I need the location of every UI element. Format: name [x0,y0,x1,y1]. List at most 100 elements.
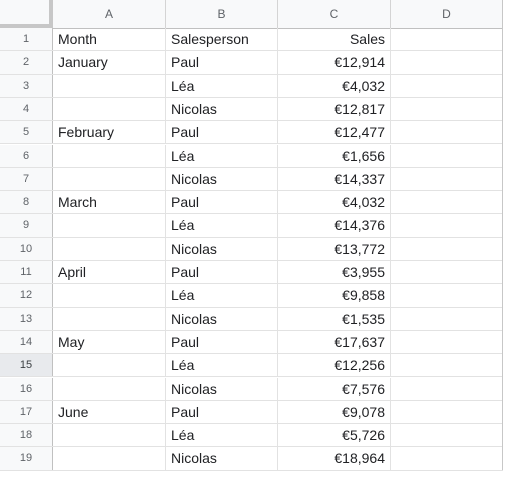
cell-c[interactable]: €12,817 [278,97,391,121]
row-header[interactable]: 3 [0,74,53,97]
cell-b[interactable]: Paul [166,51,278,74]
select-all-corner[interactable] [0,0,53,28]
cell-a[interactable]: Month [53,28,166,51]
cell-b[interactable]: Paul [166,191,278,214]
cell-b[interactable]: Nicolas [166,167,278,191]
cell-b[interactable]: Paul [166,261,278,284]
cell-c[interactable]: €1,656 [278,144,391,167]
cell-a[interactable] [53,284,166,307]
cell-a[interactable] [53,214,166,237]
cell-a[interactable] [53,424,166,447]
cell-b[interactable]: Paul [166,400,278,424]
cell-a[interactable] [53,237,166,260]
cell-d[interactable] [391,354,503,377]
row-header[interactable]: 2 [0,51,53,74]
cell-b[interactable]: Léa [166,424,278,447]
cell-d[interactable] [391,377,503,400]
cell-c[interactable]: €4,032 [278,74,391,97]
cell-b[interactable]: Nicolas [166,97,278,121]
cell-a[interactable] [53,144,166,167]
column-header-c[interactable]: C [278,0,391,28]
cell-a[interactable] [53,307,166,330]
row-header[interactable]: 19 [0,447,53,470]
cell-b[interactable]: Léa [166,284,278,307]
row-header[interactable]: 16 [0,377,53,400]
cell-d[interactable] [391,214,503,237]
row-header[interactable]: 6 [0,144,53,167]
cell-b[interactable]: Léa [166,354,278,377]
row-header[interactable]: 8 [0,191,53,214]
cell-b[interactable]: Nicolas [166,307,278,330]
cell-b[interactable]: Léa [166,144,278,167]
cell-c[interactable]: €4,032 [278,191,391,214]
row-header[interactable]: 4 [0,97,53,121]
cell-b[interactable]: Paul [166,121,278,144]
cell-d[interactable] [391,167,503,191]
cell-b[interactable]: Paul [166,330,278,354]
cell-c[interactable]: €9,858 [278,284,391,307]
cell-a[interactable] [53,354,166,377]
column-header-b[interactable]: B [166,0,278,28]
row-header[interactable]: 12 [0,284,53,307]
cell-c[interactable]: €1,535 [278,307,391,330]
cell-a[interactable] [53,97,166,121]
cell-c[interactable]: €17,637 [278,330,391,354]
cell-d[interactable] [391,191,503,214]
cell-b[interactable]: Nicolas [166,237,278,260]
cell-b[interactable]: Léa [166,214,278,237]
cell-d[interactable] [391,97,503,121]
cell-a[interactable]: February [53,121,166,144]
cell-d[interactable] [391,400,503,424]
cell-c[interactable]: €5,726 [278,424,391,447]
row-header[interactable]: 10 [0,237,53,260]
cell-b[interactable]: Léa [166,74,278,97]
column-header-a[interactable]: A [53,0,166,28]
row-header[interactable]: 13 [0,307,53,330]
cell-d[interactable] [391,121,503,144]
cell-c[interactable]: €14,376 [278,214,391,237]
row-header[interactable]: 11 [0,261,53,284]
cell-c[interactable]: €3,955 [278,261,391,284]
cell-c[interactable]: €9,078 [278,400,391,424]
row-header[interactable]: 17 [0,400,53,424]
cell-a[interactable]: June [53,400,166,424]
cell-a[interactable] [53,74,166,97]
column-header-d[interactable]: D [391,0,503,28]
cell-b[interactable]: Nicolas [166,377,278,400]
cell-a[interactable]: April [53,261,166,284]
cell-b[interactable]: Salesperson [166,28,278,51]
row-header[interactable]: 1 [0,28,53,51]
cell-c[interactable]: €7,576 [278,377,391,400]
cell-a[interactable] [53,447,166,470]
cell-a[interactable]: May [53,330,166,354]
cell-d[interactable] [391,284,503,307]
cell-d[interactable] [391,330,503,354]
row-header[interactable]: 18 [0,424,53,447]
cell-c[interactable]: Sales [278,28,391,51]
cell-a[interactable]: January [53,51,166,74]
cell-d[interactable] [391,28,503,51]
cell-a[interactable]: March [53,191,166,214]
cell-c[interactable]: €13,772 [278,237,391,260]
row-header[interactable]: 5 [0,121,53,144]
cell-d[interactable] [391,447,503,470]
cell-a[interactable] [53,377,166,400]
cell-c[interactable]: €18,964 [278,447,391,470]
row-header[interactable]: 15 [0,354,53,377]
cell-d[interactable] [391,424,503,447]
cell-d[interactable] [391,307,503,330]
cell-c[interactable]: €12,477 [278,121,391,144]
cell-b[interactable]: Nicolas [166,447,278,470]
cell-d[interactable] [391,237,503,260]
cell-c[interactable]: €14,337 [278,167,391,191]
cell-c[interactable]: €12,256 [278,354,391,377]
cell-a[interactable] [53,167,166,191]
cell-d[interactable] [391,74,503,97]
row-header[interactable]: 9 [0,214,53,237]
cell-d[interactable] [391,261,503,284]
cell-c[interactable]: €12,914 [278,51,391,74]
cell-d[interactable] [391,144,503,167]
row-header[interactable]: 14 [0,330,53,354]
row-header[interactable]: 7 [0,167,53,191]
cell-d[interactable] [391,51,503,74]
